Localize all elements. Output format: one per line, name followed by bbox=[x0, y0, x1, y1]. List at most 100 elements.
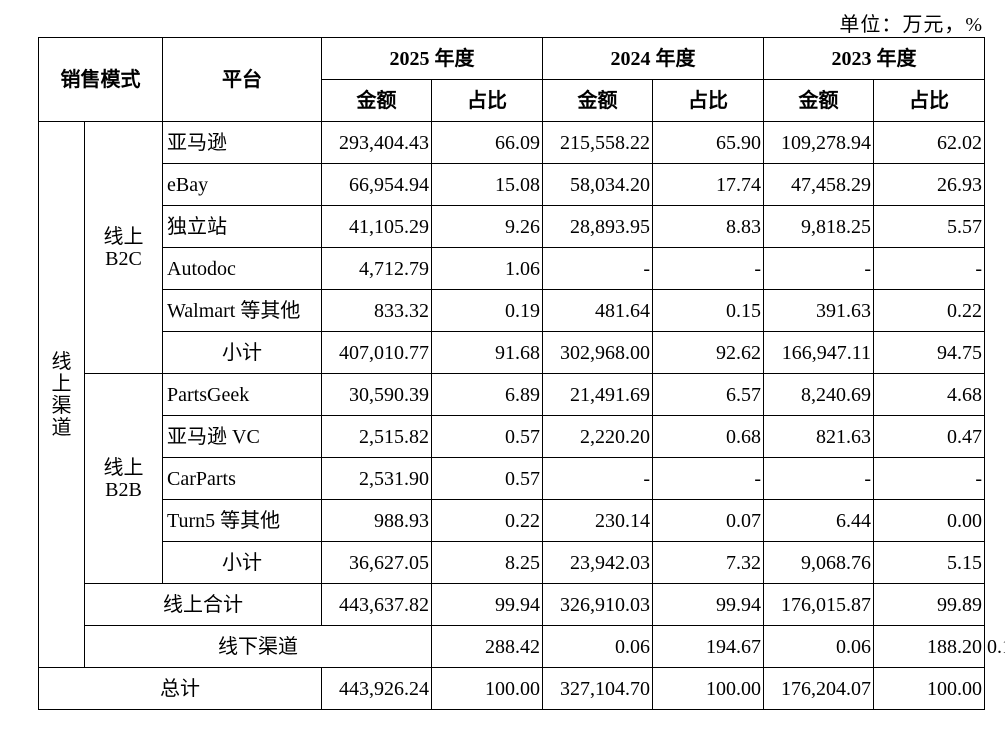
group-label-line: B2C bbox=[105, 247, 142, 270]
online-channel-char: 渠 bbox=[51, 394, 72, 417]
offline-label: 线下渠道 bbox=[84, 625, 432, 668]
grand-total-label: 总计 bbox=[38, 667, 322, 710]
ratio-cell: - bbox=[873, 247, 985, 290]
amount-cell: - bbox=[542, 247, 653, 290]
ratio-cell: 62.02 bbox=[873, 121, 985, 164]
ratio-cell: 94.75 bbox=[873, 331, 985, 374]
ratio-cell: 65.90 bbox=[652, 121, 764, 164]
ratio-cell: - bbox=[652, 457, 764, 500]
header-platform: 平台 bbox=[162, 37, 322, 122]
amount-cell: - bbox=[542, 457, 653, 500]
ratio-cell: 17.74 bbox=[652, 163, 764, 206]
table-row: 小计 36,627.05 8.25 23,942.03 7.32 9,068.76 5.15 bbox=[39, 541, 985, 584]
amount-cell: 6.44 bbox=[763, 499, 874, 542]
ratio-cell: 0.68 bbox=[652, 415, 764, 458]
amount-cell: 36,627.05 bbox=[321, 541, 432, 584]
group-label: 线上 B2C bbox=[84, 121, 163, 374]
amount-cell: 230.14 bbox=[542, 499, 653, 542]
platform-name: PartsGeek bbox=[162, 373, 322, 416]
platform-name: 独立站 bbox=[162, 205, 322, 248]
header-ratio: 占比 bbox=[652, 79, 764, 122]
platform-name: CarParts bbox=[162, 457, 322, 500]
ratio-cell: 100.00 bbox=[652, 667, 764, 710]
ratio-cell: - bbox=[873, 457, 985, 500]
ratio-cell: 0.22 bbox=[873, 289, 985, 332]
amount-cell: 58,034.20 bbox=[542, 163, 653, 206]
ratio-cell: 91.68 bbox=[431, 331, 543, 374]
table-row: 线上渠道线上 B2C 亚马逊 293,404.43 66.09 215,558.22 65.… bbox=[38, 121, 985, 668]
ratio-cell: 26.93 bbox=[873, 163, 985, 206]
unit-label: 单位：万元，% bbox=[839, 14, 983, 36]
amount-cell: 9,068.76 bbox=[763, 541, 874, 584]
amount-cell: 481.64 bbox=[542, 289, 653, 332]
amount-cell: 176,015.87 bbox=[763, 583, 874, 626]
amount-cell: 21,491.69 bbox=[542, 373, 653, 416]
ratio-cell: 0.19 bbox=[431, 289, 543, 332]
ratio-cell: 1.06 bbox=[431, 247, 543, 290]
header-ratio: 占比 bbox=[431, 79, 543, 122]
amount-cell: 443,926.24 bbox=[321, 667, 432, 710]
ratio-cell: 4.68 bbox=[873, 373, 985, 416]
ratio-cell: 8.83 bbox=[652, 205, 764, 248]
ratio-cell: 0.06 bbox=[763, 625, 874, 668]
table-row: Autodoc 4,712.79 1.06- - - - bbox=[39, 247, 985, 290]
amount-cell: 2,220.20 bbox=[542, 415, 653, 458]
amount-cell: 9,818.25 bbox=[763, 205, 874, 248]
amount-cell: 391.63 bbox=[763, 289, 874, 332]
subtotal-label: 小计 bbox=[162, 541, 322, 584]
ratio-cell: 5.57 bbox=[873, 205, 985, 248]
platform-name: Autodoc bbox=[162, 247, 322, 290]
amount-cell: - bbox=[763, 457, 874, 500]
amount-cell: 833.32 bbox=[321, 289, 432, 332]
amount-cell: 47,458.29 bbox=[763, 163, 874, 206]
amount-cell: 326,910.03 bbox=[542, 583, 653, 626]
amount-cell: 194.67 bbox=[652, 625, 764, 668]
header-year-2024: 2024 年度 bbox=[542, 37, 764, 80]
amount-cell: 188.20 bbox=[873, 625, 985, 668]
amount-cell: 288.42 bbox=[431, 625, 543, 668]
ratio-cell: 0.00 bbox=[873, 499, 985, 542]
ratio-cell: 0.47 bbox=[873, 415, 985, 458]
amount-cell: 4,712.79 bbox=[321, 247, 432, 290]
amount-cell: 821.63 bbox=[763, 415, 874, 458]
ratio-cell: 99.89 bbox=[873, 583, 985, 626]
amount-cell: 30,590.39 bbox=[321, 373, 432, 416]
table-row: 线上合计 443,637.82 99.94 326,910.03 99.94 176,01… bbox=[39, 583, 985, 626]
amount-cell: 302,968.00 bbox=[542, 331, 653, 374]
ratio-cell: 8.25 bbox=[431, 541, 543, 584]
amount-cell: 2,531.90 bbox=[321, 457, 432, 500]
platform-name: 亚马逊 VC bbox=[162, 415, 322, 458]
subtotal-label: 小计 bbox=[162, 331, 322, 374]
table-row: eBay 66,954.94 15.08 58,034.20 17.74 47,458.2… bbox=[39, 163, 985, 206]
table-row: Turn5 等其他 988.93 0.22 230.14 0.07 6.44 0.00 bbox=[39, 499, 985, 542]
amount-cell: 443,637.82 bbox=[321, 583, 432, 626]
table-row: 亚马逊 VC 2,515.82 0.57 2,220.20 0.68 821.63 0.47 bbox=[39, 415, 985, 458]
group-label: 线上 B2B bbox=[84, 373, 163, 584]
amount-cell: 28,893.95 bbox=[542, 205, 653, 248]
amount-cell: 8,240.69 bbox=[763, 373, 874, 416]
online-channel-char: 道 bbox=[51, 416, 72, 439]
ratio-cell: 100.00 bbox=[431, 667, 543, 710]
amount-cell: 41,105.29 bbox=[321, 205, 432, 248]
amount-cell: 327,104.70 bbox=[542, 667, 653, 710]
ratio-cell: - bbox=[652, 247, 764, 290]
online-channel-char: 上 bbox=[51, 372, 72, 395]
table-row: 总计 443,926.24 100.00 327,104.70 100.00 176,20… bbox=[38, 667, 985, 710]
online-total-label: 线上合计 bbox=[84, 583, 322, 626]
table-row: 小计 407,010.77 91.68 302,968.00 92.62 166,947.… bbox=[39, 331, 985, 374]
group-label-line: 线上 bbox=[103, 456, 144, 479]
sales-table: 销售模式 平台 2025 年度 2024 年度 2023 年度 金额 占比 金额… bbox=[38, 37, 1005, 710]
group-label-line: B2B bbox=[105, 478, 142, 501]
amount-cell: 407,010.77 bbox=[321, 331, 432, 374]
ratio-cell: 0.07 bbox=[652, 499, 764, 542]
ratio-cell: 7.32 bbox=[652, 541, 764, 584]
platform-name: eBay bbox=[162, 163, 322, 206]
online-channel-char: 线 bbox=[51, 350, 72, 373]
ratio-cell: 99.94 bbox=[431, 583, 543, 626]
ratio-cell: 9.26 bbox=[431, 205, 543, 248]
amount-cell: 23,942.03 bbox=[542, 541, 653, 584]
amount-cell: 66,954.94 bbox=[321, 163, 432, 206]
ratio-cell: 0.57 bbox=[431, 457, 543, 500]
amount-cell: 293,404.43 bbox=[321, 121, 432, 164]
